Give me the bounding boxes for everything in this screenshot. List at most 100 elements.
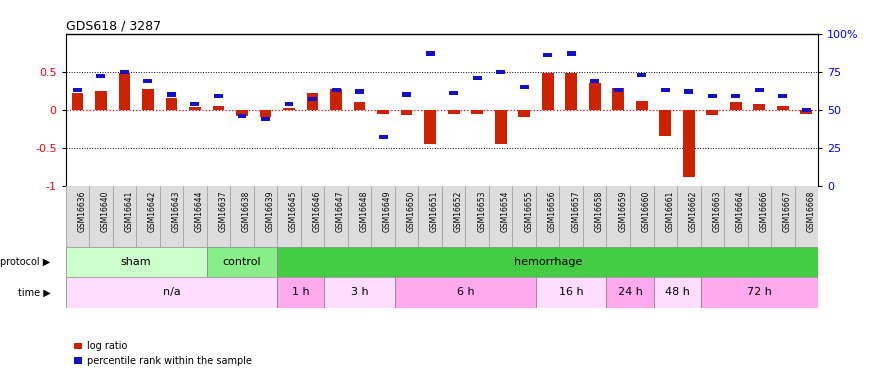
Bar <box>261 117 270 121</box>
Text: GSM16655: GSM16655 <box>524 191 533 232</box>
Bar <box>425 51 435 56</box>
Text: hemorrhage: hemorrhage <box>514 257 582 267</box>
Text: GSM16638: GSM16638 <box>242 191 251 232</box>
Bar <box>661 88 669 92</box>
Bar <box>236 110 248 116</box>
Bar <box>206 247 277 277</box>
Bar <box>801 110 812 114</box>
Bar <box>472 110 483 114</box>
Bar <box>777 106 788 110</box>
Text: 48 h: 48 h <box>665 287 690 297</box>
Text: GSM16641: GSM16641 <box>124 191 133 232</box>
Text: 72 h: 72 h <box>747 287 772 297</box>
Bar <box>567 51 576 56</box>
Text: GSM16649: GSM16649 <box>383 191 392 232</box>
Bar <box>237 114 247 118</box>
Bar <box>73 88 82 92</box>
Bar <box>494 110 507 144</box>
Text: GSM16663: GSM16663 <box>712 191 721 232</box>
Bar <box>379 135 388 139</box>
Bar <box>449 91 458 95</box>
Text: GSM16652: GSM16652 <box>453 191 463 232</box>
Bar <box>473 76 481 80</box>
Bar <box>701 277 818 308</box>
Bar <box>284 102 293 106</box>
Text: GSM16662: GSM16662 <box>689 191 697 232</box>
Text: GSM16668: GSM16668 <box>807 191 816 232</box>
Bar <box>142 89 154 110</box>
Text: GSM16653: GSM16653 <box>477 191 487 232</box>
Bar <box>589 83 600 110</box>
Text: 24 h: 24 h <box>618 287 642 297</box>
Text: GSM16647: GSM16647 <box>336 191 345 232</box>
Text: GSM16637: GSM16637 <box>219 191 228 232</box>
Bar <box>214 94 223 98</box>
Bar <box>779 94 788 98</box>
Bar <box>755 88 764 92</box>
Text: GSM16661: GSM16661 <box>665 191 675 232</box>
Bar <box>377 110 389 114</box>
Bar <box>660 110 671 136</box>
Bar <box>496 70 505 74</box>
Bar <box>802 108 811 112</box>
Text: sham: sham <box>121 257 151 267</box>
Text: GSM16644: GSM16644 <box>195 191 204 232</box>
Bar <box>308 97 317 101</box>
Bar <box>636 100 648 110</box>
Bar <box>72 93 83 110</box>
Bar <box>355 90 364 94</box>
Bar <box>395 277 536 308</box>
Text: GSM16659: GSM16659 <box>619 191 627 232</box>
Bar <box>708 94 717 98</box>
Legend: log ratio, percentile rank within the sample: log ratio, percentile rank within the sa… <box>71 338 255 370</box>
Bar <box>120 70 129 74</box>
Bar <box>448 110 459 114</box>
Bar <box>191 102 200 106</box>
Bar <box>591 79 599 83</box>
Bar <box>189 107 201 110</box>
Bar <box>284 108 295 110</box>
Text: GSM16642: GSM16642 <box>148 191 157 232</box>
Text: control: control <box>222 257 262 267</box>
Bar <box>167 93 176 97</box>
Bar <box>402 93 411 97</box>
Text: GSM16645: GSM16645 <box>289 191 298 232</box>
Bar <box>424 110 436 144</box>
Text: GSM16639: GSM16639 <box>265 191 275 232</box>
Text: GSM16646: GSM16646 <box>312 191 321 232</box>
Text: GSM16654: GSM16654 <box>500 191 509 232</box>
Bar <box>606 277 654 308</box>
Bar <box>753 105 766 110</box>
Bar <box>354 102 366 110</box>
Text: 6 h: 6 h <box>457 287 474 297</box>
Bar <box>332 88 340 92</box>
Bar <box>542 73 554 110</box>
Text: GSM16650: GSM16650 <box>407 191 416 232</box>
Bar <box>682 110 695 177</box>
Bar <box>66 277 277 308</box>
Text: time ▶: time ▶ <box>18 287 51 297</box>
Bar <box>518 110 530 117</box>
Bar <box>613 88 623 92</box>
Bar <box>260 110 271 117</box>
Bar <box>306 93 318 110</box>
Bar <box>325 277 395 308</box>
Text: 16 h: 16 h <box>559 287 584 297</box>
Bar <box>730 102 742 110</box>
Text: GSM16657: GSM16657 <box>571 191 580 232</box>
Bar <box>144 79 152 83</box>
Text: GSM16660: GSM16660 <box>641 191 651 232</box>
Text: GSM16640: GSM16640 <box>101 191 110 232</box>
Bar <box>96 74 105 78</box>
Text: GSM16666: GSM16666 <box>760 191 768 232</box>
Bar <box>277 247 818 277</box>
Text: 3 h: 3 h <box>351 287 368 297</box>
Bar <box>165 98 178 110</box>
Bar <box>543 53 552 57</box>
Text: GDS618 / 3287: GDS618 / 3287 <box>66 20 161 33</box>
Text: 1 h: 1 h <box>292 287 310 297</box>
Bar <box>654 277 701 308</box>
Text: GSM16667: GSM16667 <box>783 191 792 232</box>
Bar <box>520 85 528 89</box>
Bar <box>684 90 693 94</box>
